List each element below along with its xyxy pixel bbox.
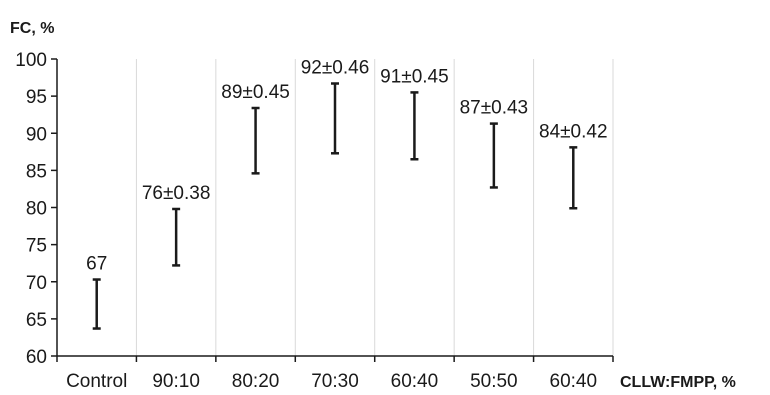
y-tick-label: 85 [26,161,47,182]
y-axis-title: FC, % [10,20,54,37]
x-tick-label: Control [66,371,127,390]
x-tick-label: 70:30 [311,371,359,390]
y-tick-label: 95 [26,87,47,108]
x-tick-label: 80:20 [232,371,280,390]
x-tick-label: 90:10 [152,371,200,390]
data-label: 87±0.43 [460,98,529,119]
y-tick-label: 70 [26,273,47,294]
y-tick-label: 90 [26,124,47,145]
x-tick-label: 60:40 [550,371,598,390]
x-tick-label: 50:50 [470,371,518,390]
x-tick-label: 60:40 [391,371,439,390]
data-label: 84±0.42 [539,121,608,142]
y-tick-label: 60 [26,347,47,368]
data-label: 91±0.45 [380,66,449,87]
grid-layer [135,59,614,356]
data-label: 89±0.45 [221,82,290,103]
y-tick-label: 75 [26,236,47,257]
y-tick-label: 80 [26,199,47,220]
axis-layer: 60 65 70 75 80 85 90 95 100 Control 90:10 80:20 70:3… [15,50,614,392]
y-tick-label: 65 [26,310,47,331]
marks-layer: 67 76±0.38 89±0.45 92±0.46 91±0.45 87±0.43 84±… [86,58,608,330]
data-label: 76±0.38 [142,183,211,204]
data-label: 92±0.46 [301,58,370,79]
x-axis-title: CLLW:FMPP, % [620,374,736,390]
data-label: 67 [86,254,107,275]
y-tick-label: 100 [15,50,47,71]
